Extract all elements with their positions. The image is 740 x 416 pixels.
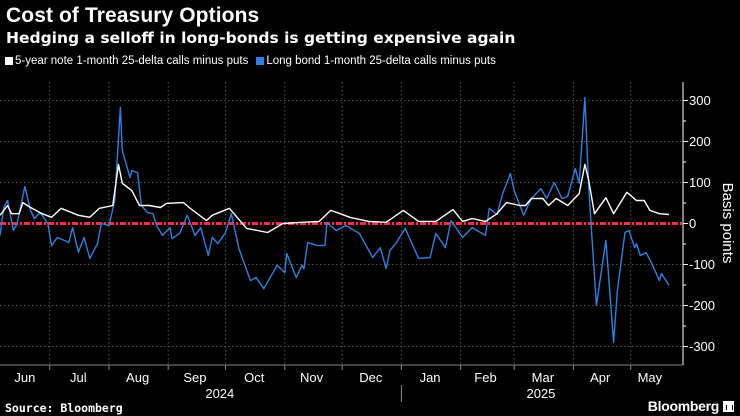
bloomberg-chart-icon	[723, 400, 734, 412]
y-axis-label: Basis points	[719, 183, 736, 264]
chart-title: Cost of Treasury Options	[6, 4, 260, 27]
series-lines	[0, 96, 670, 344]
y-tick-label: 200	[689, 134, 711, 149]
series-line-long-bond	[0, 96, 670, 344]
x-year-label: 2024	[205, 386, 234, 401]
legend-item-5-year: 5-year note 1-month 25-delta calls minus…	[5, 55, 248, 67]
y-tick-label: 100	[689, 175, 711, 190]
x-tick-label: Oct	[244, 370, 265, 385]
chart-subtitle: Hedging a selloff in long-bonds is getti…	[6, 29, 516, 47]
legend-item-long-bond: Long bond 1-month 25-delta calls minus p…	[256, 55, 496, 67]
y-axis: 300 200 100 0 -100 -200 -300	[682, 82, 715, 365]
legend-swatch-blue	[256, 57, 265, 65]
bloomberg-logo: Bloomberg	[648, 398, 734, 414]
source-note: Source: Bloomberg	[5, 401, 123, 415]
x-tick-label: Mar	[532, 370, 555, 385]
x-tick-label: Dec	[359, 370, 383, 385]
y-tick-label: 0	[689, 216, 696, 231]
x-tick-label: Aug	[126, 370, 149, 385]
x-year-label: 2025	[526, 386, 555, 401]
y-tick-label: 300	[689, 93, 711, 108]
legend-label: Long bond 1-month 25-delta calls minus p…	[266, 55, 496, 67]
series-line-5-year-note	[0, 163, 670, 234]
x-tick-label: Sep	[183, 370, 206, 385]
x-tick-label: Jan	[420, 370, 441, 385]
x-axis: Jun Jul Aug Sep Oct Nov Dec Jan Feb Mar Apr May 2024…	[0, 364, 683, 402]
x-tick-label: Apr	[590, 370, 611, 385]
legend: 5-year note 1-month 25-delta calls minus…	[5, 55, 496, 67]
x-tick-label: Jun	[14, 370, 35, 385]
x-tick-label: Nov	[300, 370, 324, 385]
y-tick-label: -300	[689, 339, 715, 354]
y-tick-label: -100	[689, 257, 715, 272]
legend-swatch-white	[5, 57, 13, 65]
x-tick-label: Feb	[474, 370, 496, 385]
y-tick-label: -200	[689, 298, 715, 313]
legend-label: 5-year note 1-month 25-delta calls minus…	[15, 55, 249, 67]
x-tick-label: Jul	[70, 370, 87, 385]
logo-text: Bloomberg	[647, 398, 720, 414]
x-tick-label: May	[638, 370, 663, 385]
